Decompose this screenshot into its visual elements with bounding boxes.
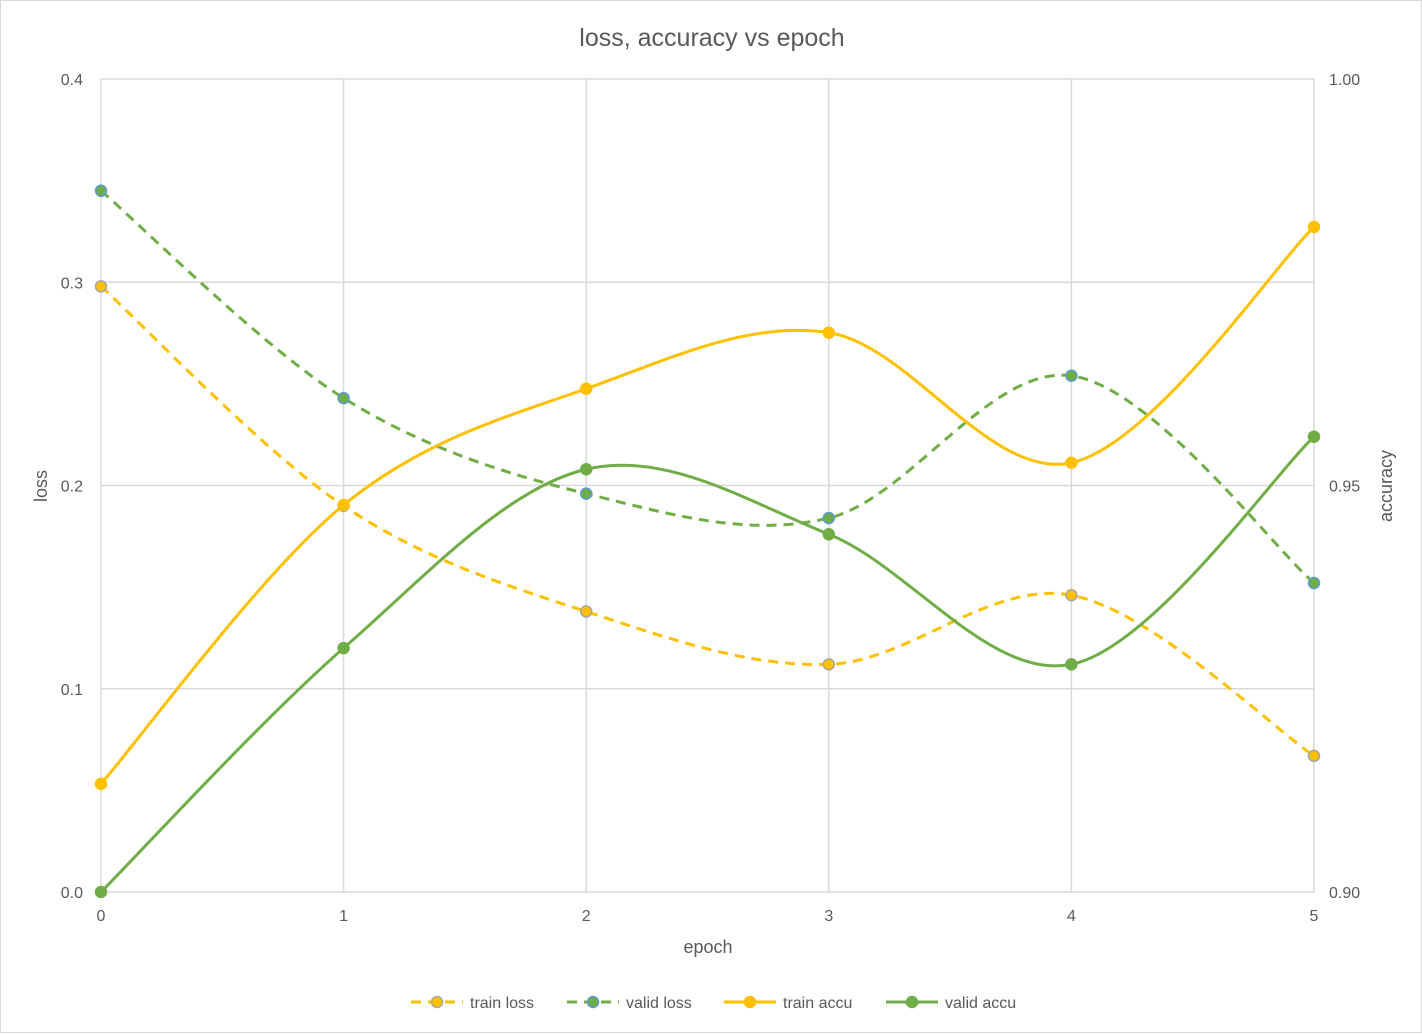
legend-label: valid accu [945, 995, 1016, 1012]
data-point-valid-accu [1307, 430, 1321, 443]
series-line-valid-accu [99, 435, 1316, 894]
chart-title: loss, accuracy vs epoch [579, 24, 844, 52]
y2-tick-label: 0.95 [1329, 479, 1360, 496]
x-tick-label: 4 [1067, 908, 1076, 925]
data-point-train-accu [822, 326, 836, 339]
data-point-train-accu [579, 382, 593, 396]
data-point-valid-loss [337, 391, 350, 405]
data-point-train-loss [1307, 749, 1321, 763]
x-tick-label: 0 [97, 908, 106, 925]
y2-tick-label: 1.00 [1329, 72, 1360, 89]
data-point-train-loss [822, 658, 836, 671]
gridlines [100, 78, 1315, 893]
x-tick-label: 3 [824, 908, 833, 925]
data-point-valid-accu [822, 528, 836, 541]
data-point-train-accu [94, 777, 108, 791]
data-point-valid-accu [94, 885, 108, 899]
y-tick-label: 0.2 [61, 479, 83, 496]
legend-swatch-marker [905, 995, 919, 1009]
data-point-train-loss [1065, 589, 1078, 602]
data-point-valid-accu [579, 462, 593, 476]
data-point-valid-accu [1065, 658, 1078, 671]
legend-item-valid-accu: valid accu [886, 995, 1016, 1012]
legend-label: valid loss [626, 995, 692, 1012]
x-tick-label: 1 [339, 908, 348, 925]
data-point-valid-loss [579, 487, 593, 500]
y2-axis-label: accuracy [1376, 450, 1396, 522]
legend-item-train-accu: train accu [724, 995, 852, 1012]
data-point-valid-loss [1065, 369, 1078, 382]
legend-label: train accu [783, 995, 852, 1012]
data-point-train-accu [1065, 456, 1078, 469]
data-point-train-accu [337, 498, 350, 512]
series-line-train-accu [99, 225, 1316, 785]
x-tick-label: 2 [582, 908, 591, 925]
data-point-valid-loss [94, 184, 108, 198]
legend: train loss valid loss train accu valid accu [411, 995, 1016, 1012]
legend-swatch-marker [743, 995, 757, 1009]
y-tick-label: 0.0 [61, 885, 83, 902]
y-tick-label: 0.3 [61, 275, 83, 292]
series-layer [94, 184, 1321, 899]
series-line-valid-loss [100, 189, 1315, 585]
data-point-valid-loss [822, 511, 836, 525]
series-line-train-loss [99, 285, 1315, 758]
x-tick-label: 5 [1310, 908, 1319, 925]
series-train-loss [94, 280, 1321, 763]
tick-labels: 0 1 2 3 4 5 0.0 0.1 0.2 0.3 0.4 0.90 0.95 1.00 [61, 72, 1360, 925]
legend-item-valid-loss: valid loss [567, 995, 692, 1012]
series-valid-loss [94, 184, 1321, 590]
legend-swatch-marker [430, 995, 444, 1009]
legend-item-train-loss: train loss [411, 995, 534, 1012]
y-tick-label: 0.4 [61, 72, 83, 89]
y-tick-label: 0.1 [61, 682, 83, 699]
series-train-accu [94, 220, 1321, 791]
y2-tick-label: 0.90 [1329, 885, 1360, 902]
data-point-valid-loss [1307, 576, 1321, 590]
legend-swatch-marker [586, 995, 600, 1009]
data-point-train-loss [94, 280, 108, 293]
data-point-valid-accu [337, 641, 350, 655]
legend-label: train loss [470, 995, 534, 1012]
y-axis-label: loss [31, 470, 51, 502]
series-valid-accu [94, 430, 1321, 899]
data-point-train-loss [579, 605, 593, 618]
data-point-train-accu [1307, 220, 1321, 234]
x-axis-label: epoch [683, 937, 732, 957]
